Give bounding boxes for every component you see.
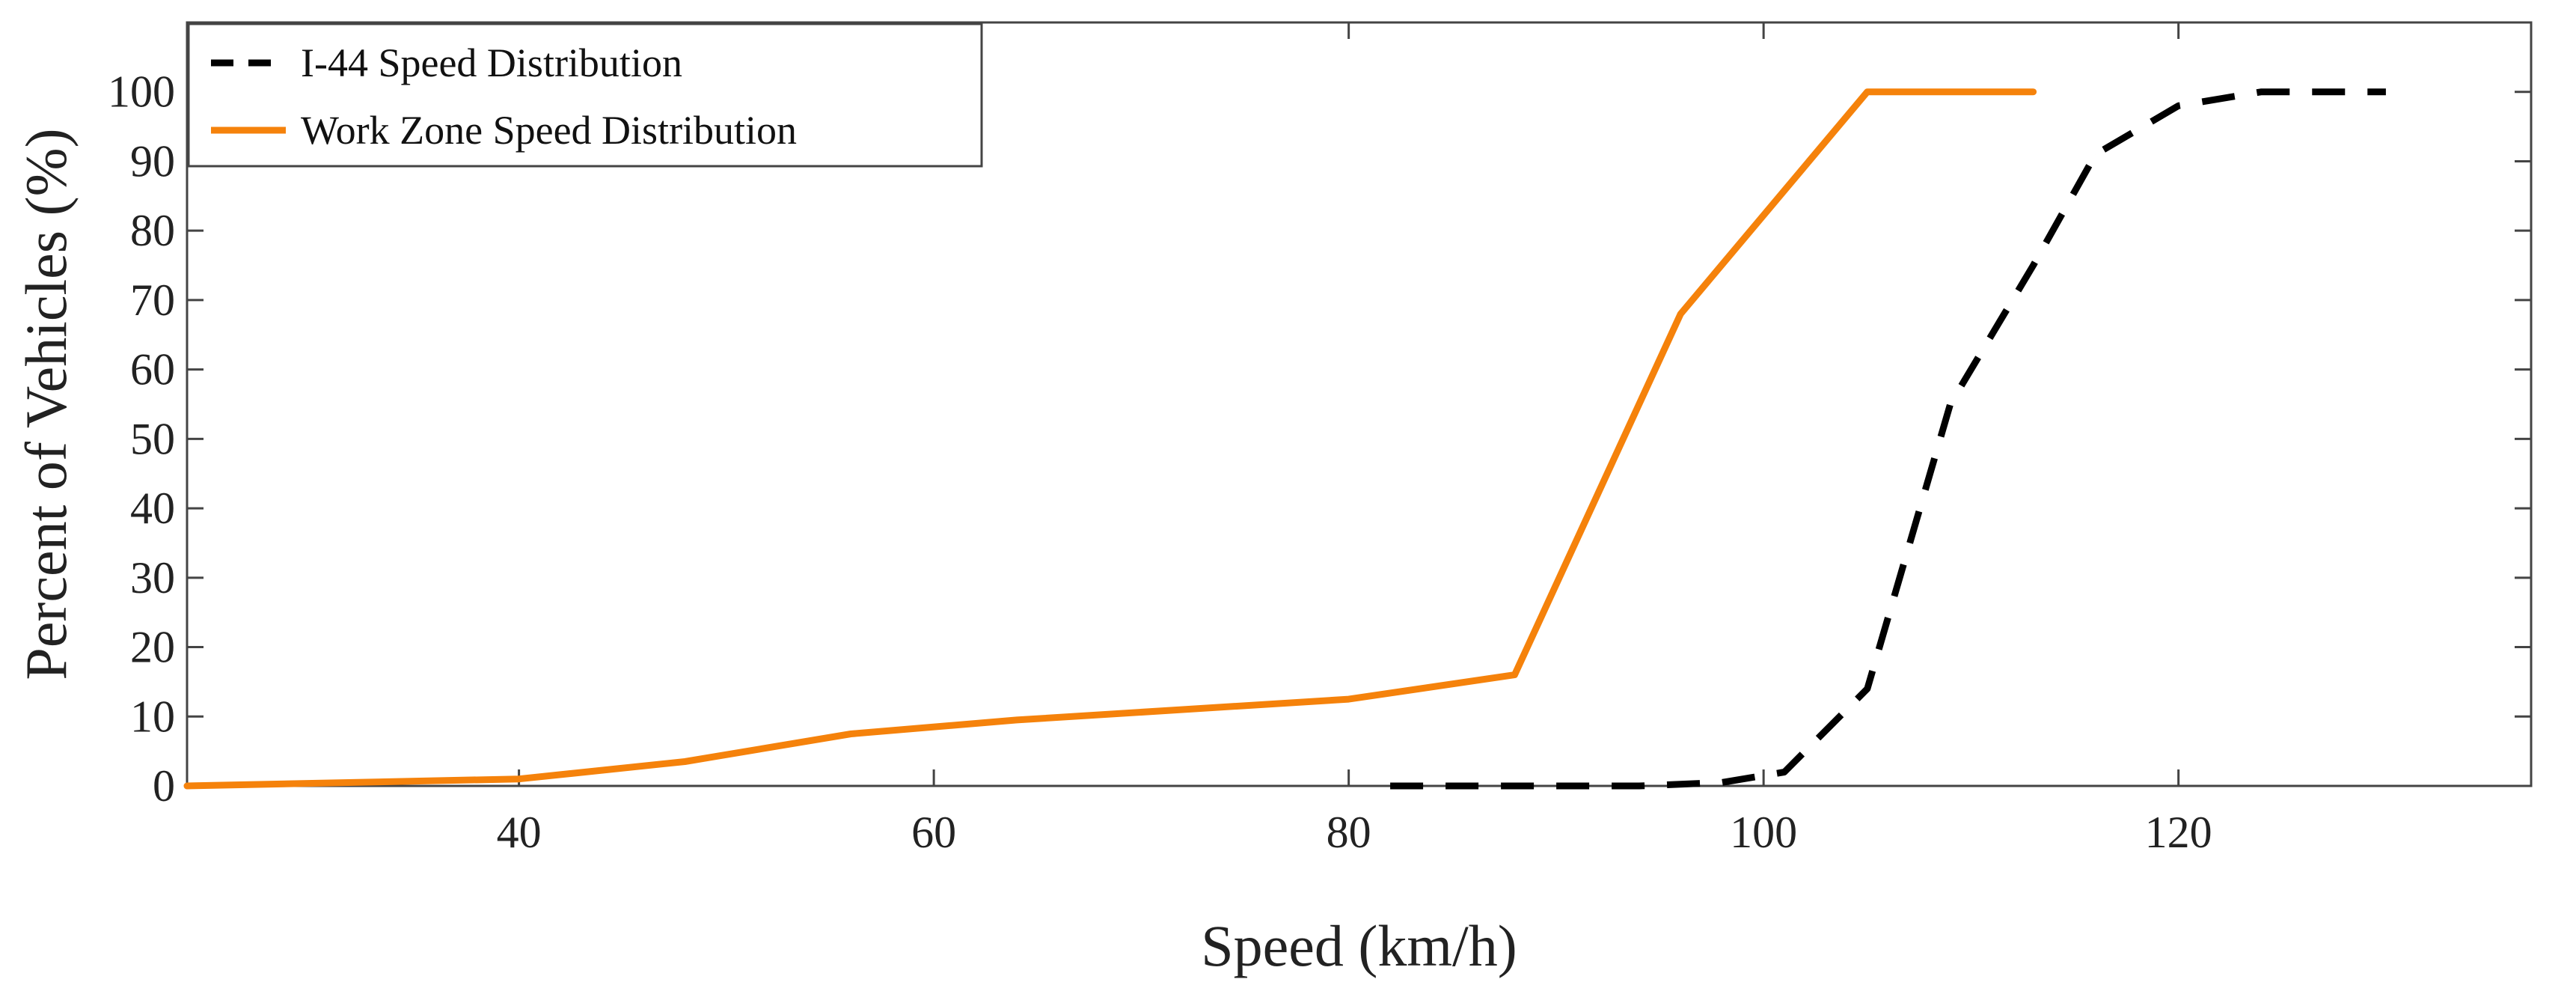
series-line-i44 — [1390, 88, 2386, 790]
y-tick-label: 10 — [130, 692, 175, 741]
axes: 40 60 80 100 120 0 10 20 30 40 50 60 70 80 90 100 — [108, 21, 2533, 857]
legend: I-44 Speed Distribution Work Zone Speed D… — [187, 22, 983, 168]
plot-frame — [186, 21, 2533, 787]
legend-label: Work Zone Speed Distribution — [301, 108, 797, 153]
y-tick-label: 30 — [130, 553, 175, 603]
y-tick-label: 60 — [130, 345, 175, 394]
y-tick-label: 50 — [130, 414, 175, 463]
y-tick-label: 0 — [153, 761, 175, 811]
y-tick-label: 80 — [130, 206, 175, 255]
y-tick-label: 70 — [130, 275, 175, 325]
x-tick-label: 80 — [1327, 808, 1371, 857]
x-axis-title: Speed (km/h) — [1201, 913, 1517, 978]
x-tick-label: 60 — [911, 808, 956, 857]
series-line-work-zone — [183, 88, 2037, 790]
x-tick-label: 120 — [2145, 808, 2212, 857]
series-group — [183, 88, 2386, 790]
x-tick-label: 40 — [497, 808, 542, 857]
y-axis-title: Percent of Vehicles (%) — [13, 128, 79, 680]
legend-label: I-44 Speed Distribution — [301, 40, 682, 85]
legend-box — [187, 22, 983, 168]
y-tick-label: 40 — [130, 484, 175, 533]
y-tick-label: 90 — [130, 136, 175, 186]
y-tick-label: 100 — [108, 67, 175, 117]
y-tick-label: 20 — [130, 623, 175, 672]
x-tick-label: 100 — [1730, 808, 1797, 857]
